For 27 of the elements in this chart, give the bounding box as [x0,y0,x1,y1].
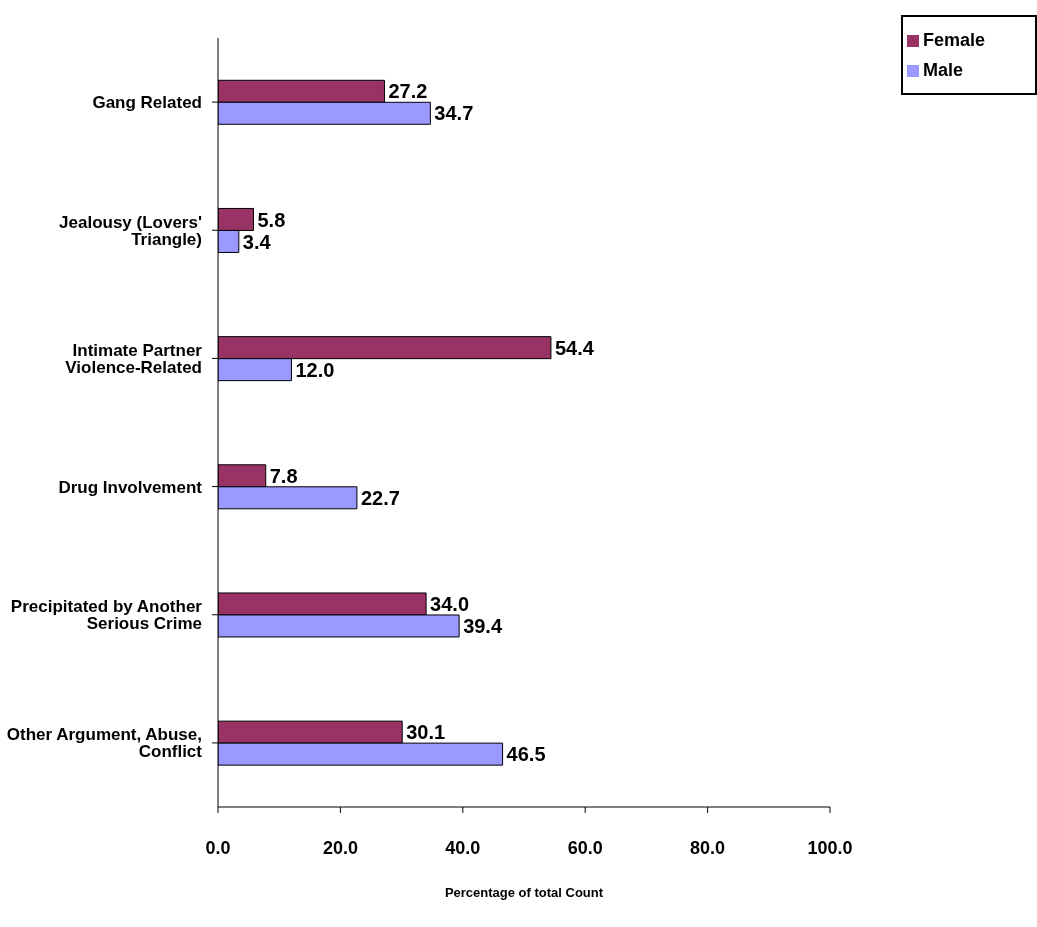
data-label: 30.1 [406,721,446,744]
y-tick-label: Other Argument, Abuse, Conflict [6,725,203,762]
data-label: 54.4 [554,336,595,359]
data-label: 22.7 [360,486,400,509]
data-label: 46.5 [506,743,546,766]
data-label: 12.0 [295,358,335,381]
data-label: 34.7 [434,102,474,125]
data-label: 27.2 [388,80,428,103]
x-tick-label: 20.0 [322,837,358,858]
y-tick-label: Jealousy (Lovers' Triangle) [59,212,202,249]
data-label: 34.0 [430,593,470,616]
x-tick-label: 100.0 [807,837,853,858]
x-axis-title: Percentage of total Count [444,885,604,900]
data-label: 5.8 [257,208,286,231]
data-label: 39.4 [463,615,503,638]
data-label: 3.4 [242,230,272,253]
y-tick-label: Precipitated by Another Serious Crime [10,597,203,634]
legend-label: Female [923,30,986,50]
x-tick-label: 0.0 [205,837,231,858]
x-tick-label: 60.0 [567,837,603,858]
y-tick-label: Gang Related [92,93,202,113]
data-label: 7.8 [269,464,298,487]
y-tick-label: Intimate Partner Violence-Related [65,340,203,377]
x-tick-label: 40.0 [445,837,481,858]
y-tick-label: Drug Involvement [58,477,203,497]
legend-label: Male [923,60,964,80]
x-tick-label: 80.0 [690,837,726,858]
